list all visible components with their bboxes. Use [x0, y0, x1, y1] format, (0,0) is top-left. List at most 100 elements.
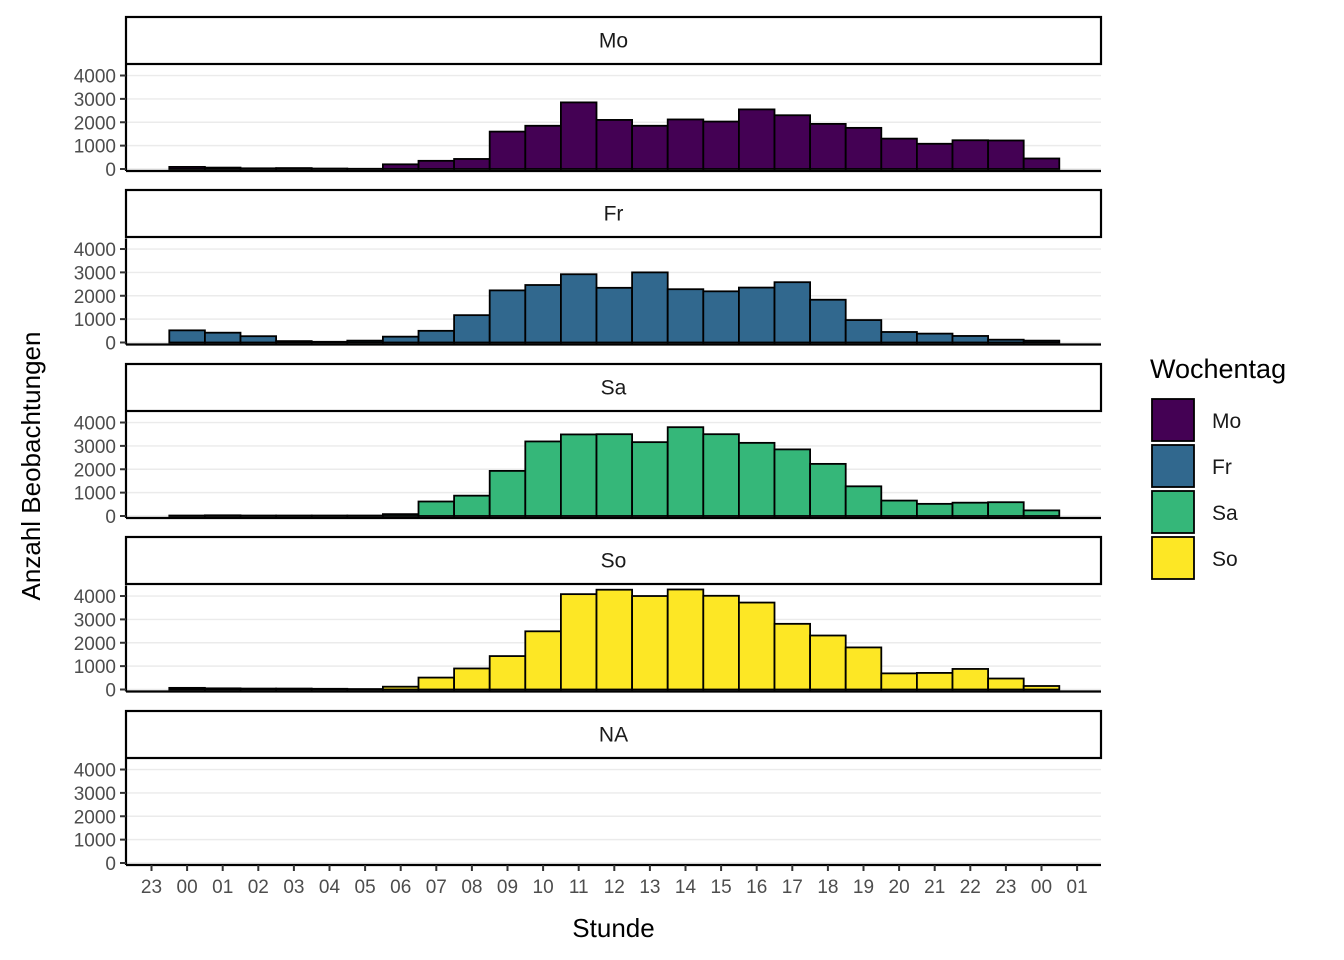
- x-tick-label: 04: [319, 877, 341, 898]
- legend-key-fr: [1151, 444, 1195, 488]
- x-tick-label: 15: [711, 877, 732, 898]
- bar-fr-10: [524, 284, 562, 344]
- x-tick-label: 09: [497, 877, 518, 898]
- bar-so-18: [809, 634, 847, 691]
- bar-so-17: [773, 622, 811, 691]
- x-tick-label: 01: [1067, 877, 1088, 898]
- x-tick-label: 20: [889, 877, 910, 898]
- y-tick-label: 2000: [74, 634, 116, 655]
- bar-sa-00: [1022, 509, 1061, 517]
- bar-sa-17: [773, 448, 811, 517]
- y-tick-label: 3000: [74, 610, 116, 631]
- bar-sa-21: [916, 502, 954, 517]
- bar-fr-21: [916, 332, 954, 344]
- bar-so-00: [1022, 685, 1061, 691]
- bar-sa-10: [524, 440, 562, 517]
- bar-fr-07: [417, 329, 455, 344]
- bar-fr-09: [488, 289, 527, 344]
- x-tick-label: 06: [390, 877, 411, 898]
- bar-sa-07: [417, 500, 455, 517]
- bar-so-21: [916, 672, 954, 691]
- bar-fr-03: [275, 340, 313, 344]
- x-tick-label: 16: [746, 877, 767, 898]
- facet-strip-label: So: [601, 550, 627, 573]
- bar-mo-23: [987, 139, 1025, 170]
- bar-mo-10: [524, 124, 562, 170]
- bar-so-20: [880, 672, 918, 691]
- bar-mo-11: [560, 101, 598, 170]
- y-tick-label: 0: [105, 507, 116, 528]
- bar-mo-18: [809, 122, 847, 170]
- legend-label-sa: Sa: [1212, 502, 1238, 525]
- bar-mo-00: [1022, 157, 1061, 170]
- bar-fr-13: [631, 271, 669, 344]
- bar-so-06: [381, 685, 420, 691]
- bar-sa-16: [738, 441, 776, 517]
- y-tick-label: 2000: [74, 807, 116, 828]
- bar-fr-23: [987, 338, 1025, 344]
- x-tick-label: 10: [533, 877, 554, 898]
- y-tick-label: 4000: [74, 67, 116, 88]
- x-tick-label: 05: [355, 877, 376, 898]
- y-tick-label: 2000: [74, 113, 116, 134]
- bar-mo-19: [844, 126, 883, 170]
- facet-strip: [124, 188, 1103, 239]
- x-axis-title: Stunde: [572, 913, 654, 943]
- x-tick-label: 23: [141, 877, 162, 898]
- y-tick-label: 3000: [74, 263, 116, 284]
- x-tick-label: 23: [995, 877, 1016, 898]
- bar-so-04: [310, 687, 349, 691]
- y-tick-label: 1000: [74, 137, 116, 158]
- bar-sa-08: [453, 494, 491, 517]
- bar-mo-21: [916, 142, 954, 170]
- y-axis-title: Anzahl Beobachtungen: [16, 332, 46, 601]
- x-tick-label: 02: [248, 877, 269, 898]
- x-tick-label: 07: [426, 877, 447, 898]
- bar-sa-20: [880, 499, 918, 517]
- y-tick-label: 0: [105, 160, 116, 181]
- bar-so-16: [738, 601, 776, 691]
- bar-fr-08: [453, 314, 491, 344]
- bar-so-15: [702, 594, 740, 691]
- y-tick-label: 2000: [74, 287, 116, 308]
- x-tick-label: 00: [1031, 877, 1052, 898]
- bar-fr-11: [560, 273, 598, 344]
- bar-so-19: [844, 646, 883, 691]
- x-tick-label: 18: [817, 877, 838, 898]
- bar-fr-19: [844, 319, 883, 344]
- facet-strip-label: Mo: [599, 30, 628, 53]
- bar-so-02: [239, 687, 277, 691]
- bar-so-08: [453, 667, 491, 691]
- bar-sa-01: [203, 514, 242, 517]
- bar-fr-22: [951, 335, 989, 344]
- facet-strip: [124, 535, 1103, 586]
- bar-mo-02: [239, 167, 277, 170]
- bar-mo-00: [168, 165, 206, 170]
- bar-sa-13: [631, 441, 669, 517]
- bar-mo-03: [275, 167, 313, 170]
- bar-sa-06: [381, 513, 420, 517]
- x-tick-label: 08: [461, 877, 482, 898]
- y-tick-label: 3000: [74, 90, 116, 111]
- y-tick-label: 0: [105, 681, 116, 702]
- bar-mo-08: [453, 158, 491, 170]
- facet-strip-label: Fr: [604, 203, 624, 226]
- bar-mo-01: [203, 166, 242, 170]
- bar-fr-02: [239, 335, 277, 344]
- bar-so-22: [951, 668, 989, 691]
- bar-so-23: [987, 677, 1025, 691]
- bar-so-00: [168, 686, 206, 691]
- bar-so-09: [488, 655, 527, 691]
- bar-mo-16: [738, 108, 776, 170]
- y-tick-label: 4000: [74, 761, 116, 782]
- bar-fr-12: [595, 286, 633, 344]
- bar-so-11: [560, 593, 598, 691]
- bar-sa-22: [951, 501, 989, 517]
- y-tick-label: 0: [105, 854, 116, 875]
- bar-sa-18: [809, 462, 847, 517]
- x-tick-label: 17: [782, 877, 803, 898]
- legend-title: Wochentag: [1150, 354, 1286, 384]
